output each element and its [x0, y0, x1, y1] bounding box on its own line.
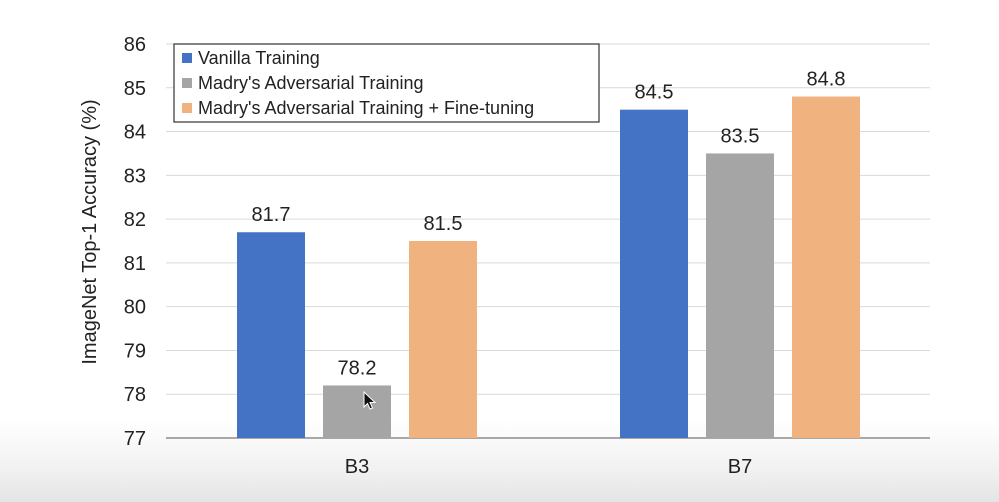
- bars: [237, 96, 860, 439]
- axes: ImageNet Top-1 Accuracy (%) 77 78 79 80 81 82…: [79, 34, 930, 478]
- y-tick-label: 81: [124, 253, 146, 275]
- legend-box: [173, 43, 600, 123]
- data-label: 84.8: [807, 69, 846, 91]
- y-tick-label: 79: [124, 340, 146, 362]
- x-tick-label: B7: [728, 456, 752, 478]
- bar: [409, 241, 477, 438]
- y-tick-label: 83: [124, 165, 146, 187]
- legend-entry: Madry's Adversarial Training: [198, 73, 424, 93]
- x-tick-label: B3: [345, 456, 369, 478]
- bar: [706, 153, 774, 438]
- y-axis-label: ImageNet Top-1 Accuracy (%): [79, 99, 101, 364]
- y-tick-label: 77: [124, 428, 146, 450]
- bar: [323, 385, 391, 438]
- y-tick-label: 82: [124, 209, 146, 231]
- data-label: 78.2: [338, 357, 377, 379]
- data-label: 81.5: [424, 213, 463, 235]
- data-label: 84.5: [635, 82, 674, 104]
- legend: Vanilla Training Madry's Adversarial Trai…: [173, 43, 600, 123]
- data-labels: 81.7 78.2 81.5 84.5 83.5 84.8: [252, 69, 846, 380]
- legend-swatch: [182, 78, 192, 88]
- legend-entry: Madry's Adversarial Training + Fine-tuni…: [198, 98, 534, 118]
- y-tick-label: 84: [124, 122, 146, 144]
- mouse-cursor-icon: [363, 390, 377, 410]
- bar: [792, 96, 860, 439]
- legend-swatch: [182, 103, 192, 113]
- y-tick-label: 78: [124, 384, 146, 406]
- bar: [620, 109, 688, 439]
- data-label: 83.5: [721, 125, 760, 147]
- y-tick-label: 85: [124, 78, 146, 100]
- y-tick-label: 86: [124, 34, 146, 56]
- y-tick-label: 80: [124, 297, 146, 319]
- bar: [237, 232, 305, 438]
- legend-entry: Vanilla Training: [198, 48, 320, 68]
- data-label: 81.7: [252, 204, 291, 226]
- legend-swatch: [182, 53, 192, 63]
